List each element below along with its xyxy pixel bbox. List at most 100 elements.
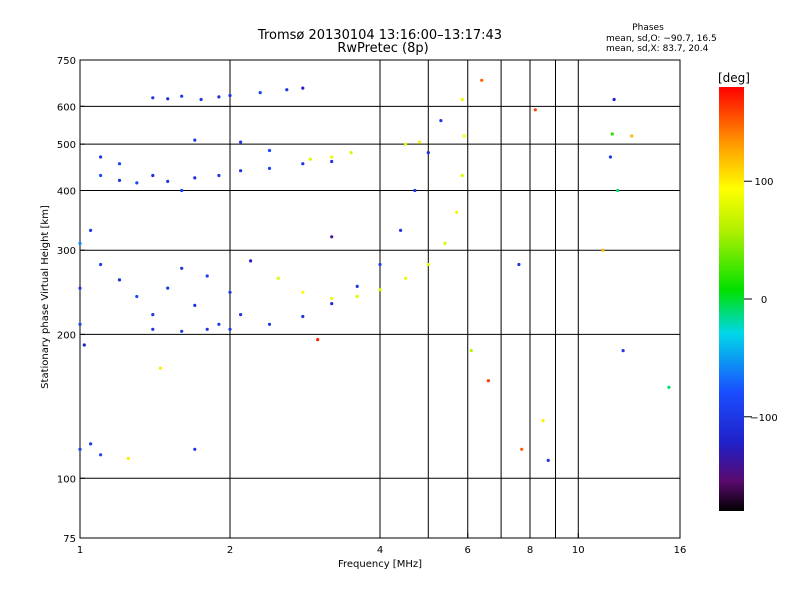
data-point xyxy=(166,286,170,290)
y-tick-label: 100 xyxy=(57,474,76,485)
x-tick-label: 8 xyxy=(527,545,533,556)
data-point xyxy=(301,162,305,166)
data-point xyxy=(330,296,334,300)
data-point xyxy=(217,95,221,99)
y-tick-label: 500 xyxy=(57,140,76,151)
data-point xyxy=(667,385,671,389)
data-point xyxy=(135,294,139,299)
chart-title: Tromsø 20130104 13:16:00–13:17:43 xyxy=(257,28,502,43)
data-point xyxy=(99,453,103,457)
data-point xyxy=(417,140,422,144)
data-point xyxy=(403,142,408,146)
data-point xyxy=(610,132,614,136)
y-tick-label: 600 xyxy=(57,102,76,113)
data-point xyxy=(99,155,103,159)
phases-x-stats: mean, sd,X: 83.7, 20.4 xyxy=(606,44,709,54)
data-point xyxy=(228,93,232,98)
data-point xyxy=(608,155,613,159)
data-point xyxy=(217,322,221,326)
data-point xyxy=(217,173,221,178)
data-point xyxy=(301,314,305,319)
colorbar xyxy=(719,87,744,511)
colorbar-tick-label: 100 xyxy=(754,177,773,188)
data-point xyxy=(455,210,459,214)
x-tick-label: 6 xyxy=(465,545,471,556)
data-point xyxy=(460,173,464,178)
data-point xyxy=(267,322,272,326)
colorbar-ticks: 100 0 −100 xyxy=(744,177,778,424)
data-point xyxy=(78,286,82,290)
x-tick-label: 2 xyxy=(227,545,233,556)
data-point xyxy=(378,288,382,292)
phases-header: Phases xyxy=(632,23,664,33)
data-point xyxy=(308,157,312,161)
data-point xyxy=(205,327,209,331)
grid-lines xyxy=(80,60,680,538)
data-point xyxy=(630,134,634,138)
y-tick-label: 300 xyxy=(57,246,76,257)
data-point xyxy=(267,148,272,153)
data-point xyxy=(426,262,430,267)
data-point xyxy=(378,262,382,267)
data-point xyxy=(443,241,447,245)
x-axis-label: Frequency [MHz] xyxy=(338,559,422,570)
data-point xyxy=(78,322,82,326)
data-point xyxy=(151,173,155,178)
y-tick-label: 200 xyxy=(57,330,76,341)
y-tick-label: 75 xyxy=(63,534,76,545)
data-point xyxy=(158,366,162,370)
data-point xyxy=(78,447,82,451)
data-point xyxy=(355,294,359,299)
data-point xyxy=(82,343,86,347)
data-point xyxy=(151,313,155,317)
data-point xyxy=(349,151,353,155)
data-point xyxy=(621,349,625,353)
data-point xyxy=(78,241,82,245)
data-point xyxy=(520,447,524,451)
data-point xyxy=(601,248,605,252)
data-point xyxy=(276,276,280,280)
data-point xyxy=(249,259,253,263)
x-tick-label: 4 xyxy=(377,545,383,556)
data-point xyxy=(239,169,243,173)
data-point xyxy=(330,235,334,239)
data-point xyxy=(117,162,122,166)
data-point xyxy=(99,173,103,178)
data-point xyxy=(267,166,272,170)
data-point xyxy=(228,327,232,331)
colorbar-tick-label: −100 xyxy=(750,413,777,424)
y-axis-label: Stationary phase Virtual Height [km] xyxy=(40,205,51,389)
data-point xyxy=(135,181,139,185)
data-point xyxy=(616,188,620,193)
data-point xyxy=(426,151,430,155)
data-point xyxy=(205,274,209,278)
data-point xyxy=(517,262,521,267)
data-point xyxy=(180,188,184,193)
data-point xyxy=(330,159,334,164)
data-point xyxy=(193,176,197,180)
y-tick-label: 750 xyxy=(57,56,76,67)
data-point xyxy=(285,88,289,92)
colorbar-tick-label: 0 xyxy=(761,295,767,306)
data-point xyxy=(612,97,616,102)
x-tick-label: 16 xyxy=(674,545,687,556)
data-point xyxy=(399,228,403,232)
data-point xyxy=(533,108,537,112)
data-point xyxy=(546,458,550,462)
data-point xyxy=(355,284,359,288)
x-tick-label: 10 xyxy=(572,545,585,556)
data-point xyxy=(469,349,473,353)
data-point xyxy=(166,179,170,183)
data-points xyxy=(78,78,671,462)
x-axis-ticks: 1 2 4 6 8 10 16 xyxy=(77,533,687,556)
data-point xyxy=(486,379,490,383)
data-point xyxy=(330,302,334,306)
data-point xyxy=(239,313,243,317)
x-tick-label: 1 xyxy=(77,545,83,556)
data-point xyxy=(301,290,305,294)
data-point xyxy=(193,303,197,307)
data-point xyxy=(330,155,334,159)
data-point xyxy=(462,134,466,138)
data-point xyxy=(193,138,197,142)
